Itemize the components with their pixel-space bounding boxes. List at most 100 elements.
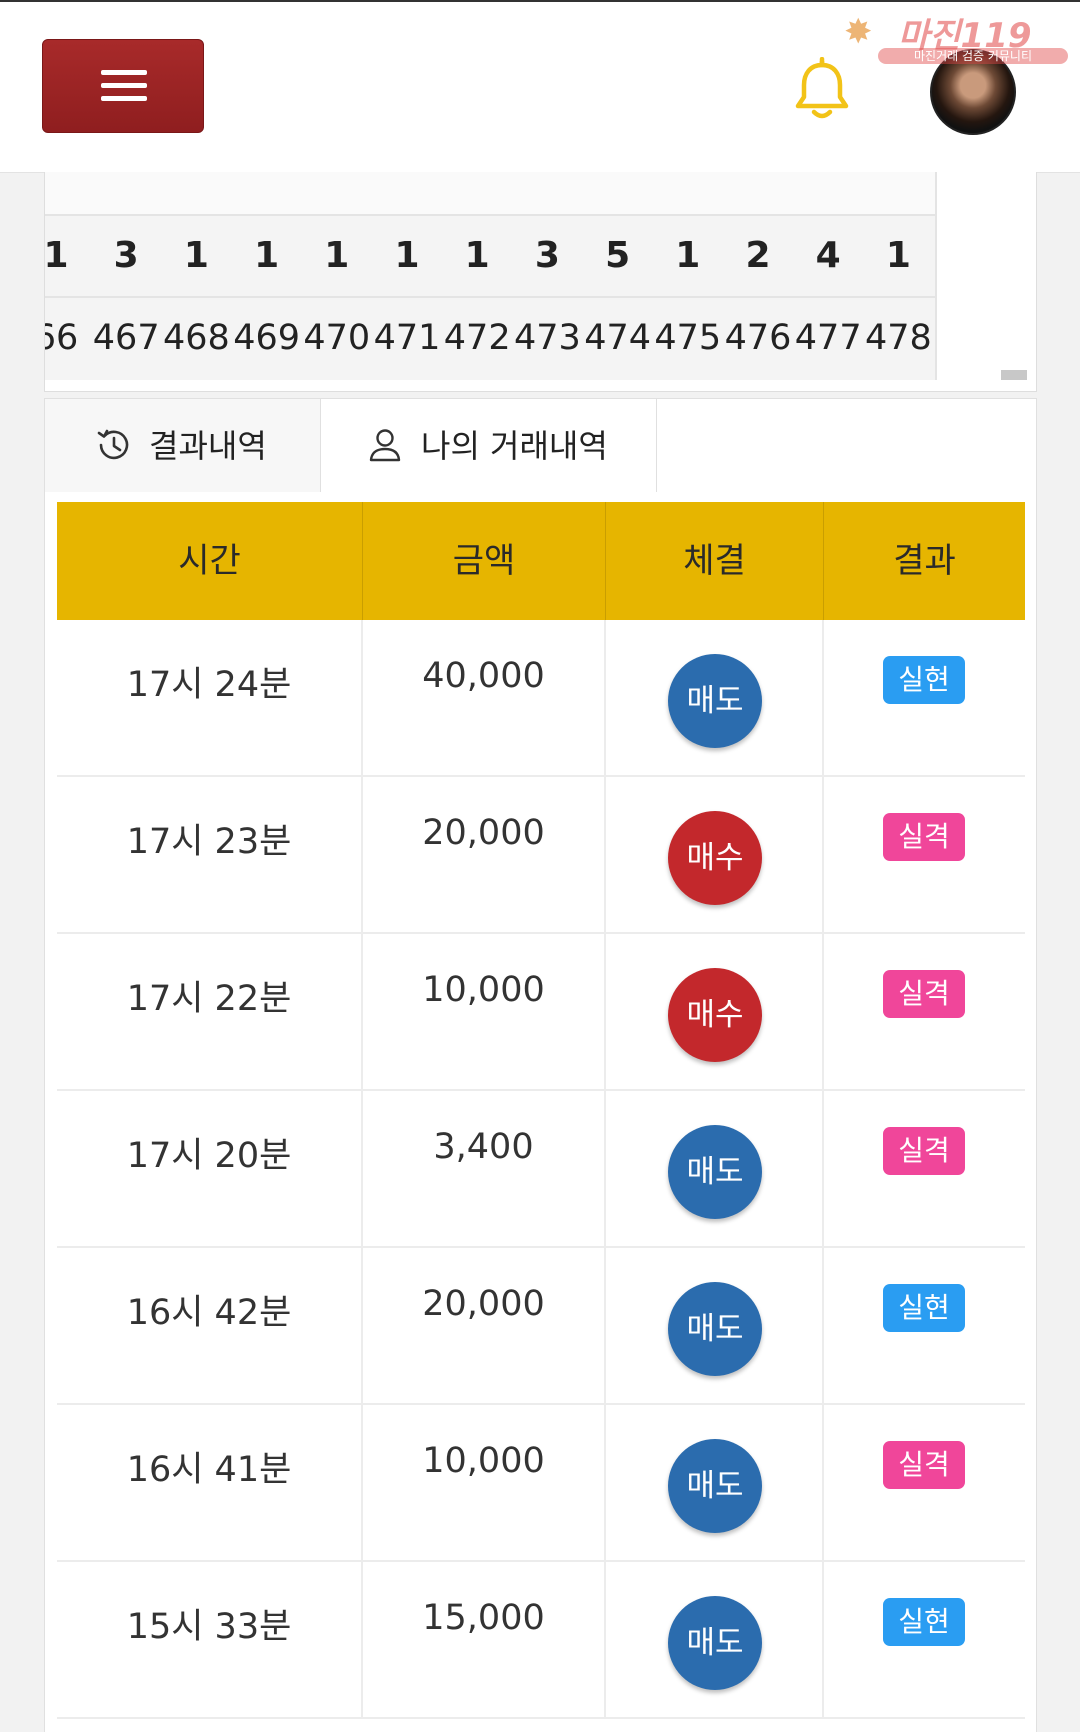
grid-cell-empty (45, 172, 95, 216)
sell-badge: 매도 (668, 1125, 762, 1219)
sell-badge: 매도 (668, 1282, 762, 1376)
grid-cell-empty (861, 172, 938, 216)
cell-amount: 40,000 (363, 620, 606, 775)
time-text: 17시 22분 (126, 979, 292, 1019)
grid-column: 4 477 (791, 172, 868, 380)
header-amount[interactable]: 금액 (363, 502, 606, 620)
buy-badge: 매수 (668, 811, 762, 905)
grid-column: 2 476 (721, 172, 797, 380)
cell-amount: 20,000 (363, 777, 606, 932)
table-row: 17시 24분 40,000 매도 실현 (57, 620, 1025, 777)
table-row: 17시 22분 10,000 매수 실격 (57, 934, 1025, 1091)
cell-trade: 매수 (606, 777, 824, 932)
grid-count: 1 (861, 216, 938, 298)
cell-amount: 10,000 (363, 1405, 606, 1560)
result-realized-badge: 실현 (883, 1284, 965, 1332)
avatar[interactable] (930, 49, 1016, 135)
cell-result: 실격 (824, 777, 1025, 932)
buy-badge: 매수 (668, 968, 762, 1062)
header-time[interactable]: 시간 (57, 502, 363, 620)
grid-column: 3 467 (89, 172, 166, 380)
grid-column: 1 468 (159, 172, 236, 380)
header (0, 2, 1080, 173)
cell-amount: 10,000 (363, 934, 606, 1089)
amount-text: 15,000 (422, 1598, 545, 1638)
grid-round-number: 475 (650, 298, 727, 380)
results-grid: 1663467146814691470147114723473547414752… (44, 172, 1037, 392)
time-text: 16시 42분 (126, 1293, 292, 1333)
tab-results-history[interactable]: 결과내역 (45, 399, 321, 493)
grid-cell-empty (791, 172, 868, 216)
header-result[interactable]: 결과 (893, 541, 956, 581)
trade-history-table: 시간 금액 체결 결과 17시 24분 40,000 매도 실현 17시 23분 20,0… (44, 492, 1037, 1732)
cell-result: 실격 (824, 1091, 1025, 1246)
menu-button[interactable] (42, 39, 204, 133)
header-trade[interactable]: 체결 (606, 502, 824, 620)
cell-trade: 매도 (606, 1248, 824, 1403)
table-row: 16시 42분 20,000 매도 실현 (57, 1248, 1025, 1405)
cell-result: 실현 (824, 1562, 1025, 1717)
grid-cell-empty (299, 172, 376, 216)
grid-round-number: 476 (721, 298, 797, 380)
result-realized-badge: 실현 (883, 656, 965, 704)
grid-count: 2 (721, 216, 797, 298)
time-text: 17시 20분 (126, 1136, 292, 1176)
grid-cell-empty (510, 172, 587, 216)
grid-cell-empty (159, 172, 236, 216)
grid-count: 1 (370, 216, 446, 298)
cell-time: 17시 20분 (57, 1091, 363, 1246)
grid-column: 1 472 (440, 172, 517, 380)
results-grid-scroller[interactable]: 1663467146814691470147114723473547414752… (45, 172, 1036, 380)
grid-count: 1 (650, 216, 727, 298)
grid-cell-empty (580, 172, 657, 216)
cell-time: 17시 23분 (57, 777, 363, 932)
grid-column: 3 473 (510, 172, 587, 380)
grid-cell-empty (370, 172, 446, 216)
grid-column: 1 478 (861, 172, 938, 380)
grid-column: 1 471 (370, 172, 446, 380)
grid-column: 1 469 (229, 172, 306, 380)
result-disqualified-badge: 실격 (883, 1127, 965, 1175)
time-text: 17시 24분 (126, 665, 292, 705)
result-disqualified-badge: 실격 (883, 813, 965, 861)
grid-scrollbar[interactable] (1001, 370, 1027, 380)
grid-round-number: 467 (89, 298, 166, 380)
cell-time: 16시 41분 (57, 1405, 363, 1560)
result-disqualified-badge: 실격 (883, 970, 965, 1018)
grid-round-number: 477 (791, 298, 868, 380)
result-realized-badge: 실현 (883, 1598, 965, 1646)
time-text: 15시 33분 (126, 1607, 292, 1647)
cell-trade: 매도 (606, 620, 824, 775)
grid-count: 1 (45, 216, 95, 298)
notification-button[interactable] (792, 56, 852, 123)
grid-cell-empty (721, 172, 797, 216)
grid-cell-empty (89, 172, 166, 216)
grid-count: 1 (299, 216, 376, 298)
history-icon (97, 429, 129, 460)
grid-count: 1 (440, 216, 517, 298)
amount-text: 10,000 (422, 1441, 545, 1481)
cell-amount: 15,000 (363, 1562, 606, 1717)
grid-round-number: 474 (580, 298, 657, 380)
amount-text: 20,000 (422, 813, 545, 853)
grid-count: 5 (580, 216, 657, 298)
cell-time: 15시 33분 (57, 1562, 363, 1717)
sell-badge: 매도 (668, 654, 762, 748)
table-row: 15시 33분 15,000 매도 실현 (57, 1562, 1025, 1719)
table-row: 17시 20분 3,400 매도 실격 (57, 1091, 1025, 1248)
amount-text: 40,000 (422, 656, 545, 696)
result-disqualified-badge: 실격 (883, 1441, 965, 1489)
amount-text: 10,000 (422, 970, 545, 1010)
grid-column: 1 475 (650, 172, 727, 380)
grid-count: 3 (89, 216, 166, 298)
grid-count: 4 (791, 216, 868, 298)
grid-round-number: 472 (440, 298, 517, 380)
cell-result: 실현 (824, 1248, 1025, 1403)
grid-round-number: 478 (861, 298, 938, 380)
grid-round-number: 469 (229, 298, 306, 380)
cell-trade: 매도 (606, 1091, 824, 1246)
tab-my-trades[interactable]: 나의 거래내역 (321, 399, 657, 493)
grid-cell-empty (440, 172, 517, 216)
sell-badge: 매도 (668, 1439, 762, 1533)
bell-icon (795, 56, 849, 119)
